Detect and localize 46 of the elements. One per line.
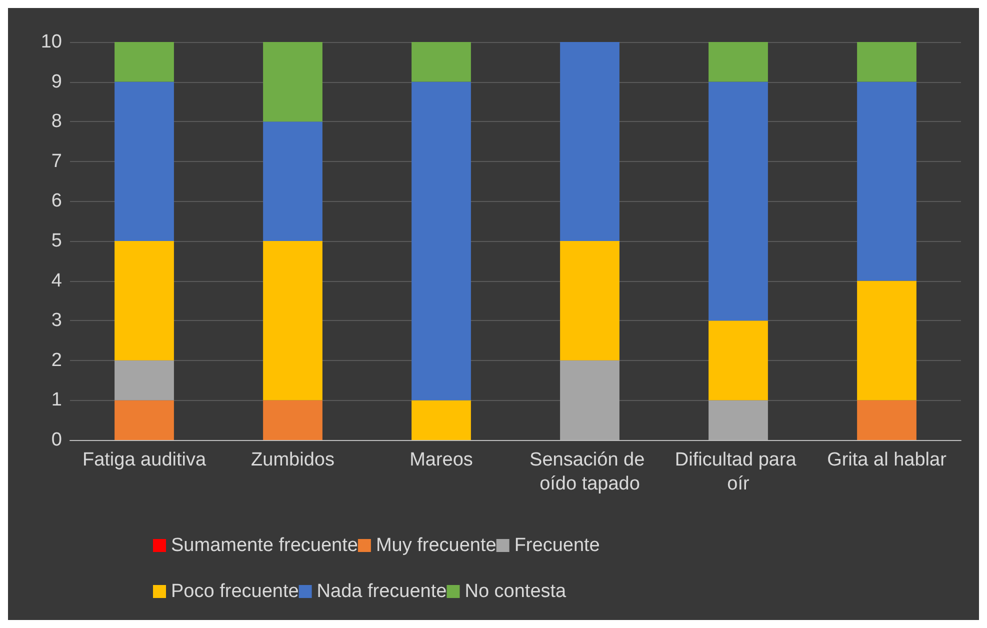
bar [708,320,768,400]
bar [708,82,768,321]
legend-label: Frecuente [514,535,600,556]
bar [857,280,916,400]
bar [263,42,322,122]
y-tick-label: 3 [51,310,62,332]
legend-label: Sumamente frecuente [171,535,358,556]
bar [560,360,620,440]
x-tick-label: Dificultad para oír [674,450,802,494]
bar [114,241,174,360]
bar [560,241,620,360]
bar [114,42,174,82]
bar [114,400,174,440]
y-tick-label: 8 [51,111,62,132]
bar [263,241,322,400]
bar [114,82,174,241]
bar [708,400,768,440]
bar [412,400,471,440]
legend-label: Poco frecuente [171,581,299,602]
bar [708,42,768,82]
x-tick-label: Grita al hablar [827,450,948,470]
bar [560,42,620,241]
legend-label: Nada frecuente [316,581,447,602]
x-tick-label: Zumbidos [251,450,334,470]
y-tick-label: 10 [40,32,62,52]
x-tick-label: Mareos [410,450,473,470]
y-tick-label: 2 [51,350,62,371]
bar [114,360,174,400]
y-tick-label: 7 [51,150,62,172]
x-tick-label: Fatiga auditiva [82,450,206,470]
legend-label: Muy frecuente [376,535,496,556]
y-tick-label: 9 [51,71,62,92]
y-tick-label: 4 [51,270,62,292]
y-tick-label: 1 [51,390,62,411]
x-tick-label: Sensación de oído tapado [530,450,650,494]
bar [857,42,916,82]
bar [412,82,471,400]
bar [857,82,916,281]
bar [263,400,322,440]
y-tick-label: 6 [51,190,62,212]
y-tick-label: 0 [51,430,62,450]
bar [263,122,322,241]
bar [412,42,471,82]
y-tick-label: 5 [51,230,62,252]
legend-label: No contesta [464,581,567,602]
bar [857,400,916,440]
